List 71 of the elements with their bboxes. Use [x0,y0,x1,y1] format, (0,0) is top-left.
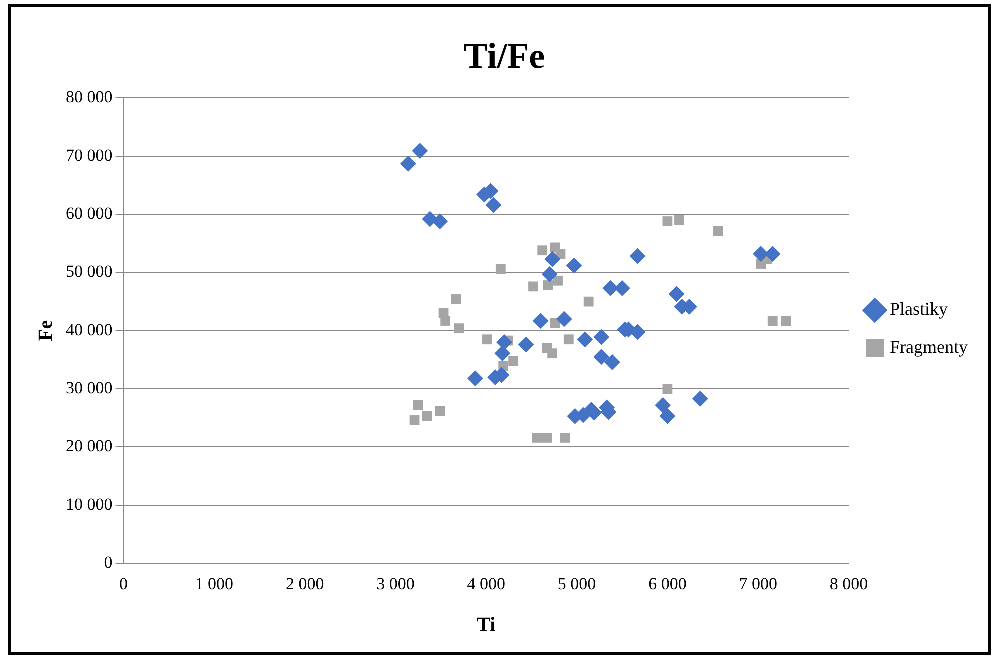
point [782,316,792,326]
point [668,286,685,302]
point [566,258,582,274]
x-tick-label: 4 000 [467,574,506,594]
point [714,226,724,236]
x-tick-label: 3 000 [376,574,415,594]
y-tick-label: 30 000 [66,378,113,398]
point [508,356,519,366]
x-tick-label: 0 [120,574,128,594]
y-tick-label: 50 000 [66,262,113,282]
point [422,411,432,422]
x-tick-label: 8 000 [830,574,868,594]
point [768,316,778,326]
point [542,266,558,282]
legend-label: Plastiky [890,299,948,320]
point [468,370,484,387]
y-tick-label: 60 000 [66,204,113,224]
y-axis-title: Fe [35,320,58,342]
point [518,336,534,353]
x-axis-title: Ti [477,614,496,636]
point [454,324,464,334]
point [692,390,708,407]
point [662,216,673,226]
point [630,248,646,264]
point [560,432,570,443]
y-tick-label: 0 [104,553,113,572]
point [496,264,506,274]
point [564,334,574,345]
point [594,349,610,366]
chart-title: Ti/Fe [464,36,546,76]
point [584,296,594,307]
point [548,348,558,359]
point [532,432,542,443]
point [662,384,673,394]
x-tick-label: 2 000 [286,574,324,594]
point [410,416,420,426]
y-tick-label: 20 000 [66,436,113,456]
point [496,334,513,351]
point [538,246,548,256]
point [604,354,620,370]
y-tick-label: 40 000 [66,320,113,340]
y-tick-label: 10 000 [66,494,113,514]
point [543,280,553,290]
point [660,408,676,424]
point [553,276,563,286]
x-tick-label: 6 000 [648,574,687,594]
point [556,311,572,328]
point [494,346,511,362]
point [544,251,561,268]
point [486,197,502,214]
point [432,214,448,230]
legend-label: Fragmenty [890,337,968,358]
x-tick-label: 1 000 [195,574,234,594]
point [440,316,451,326]
point [482,334,492,345]
point [400,156,416,172]
y-tick-label: 70 000 [66,146,113,165]
point [594,329,610,346]
x-tick-label: 5 000 [558,574,596,594]
point [532,313,549,330]
point [435,406,446,416]
y-tick-label: 80 000 [66,88,113,107]
point [542,432,552,443]
x-tick-label: 7 000 [739,574,778,594]
point [655,397,672,414]
point [452,294,462,304]
point [577,332,594,348]
point [528,282,538,292]
point [412,143,428,160]
point [674,215,684,226]
point [413,400,424,410]
